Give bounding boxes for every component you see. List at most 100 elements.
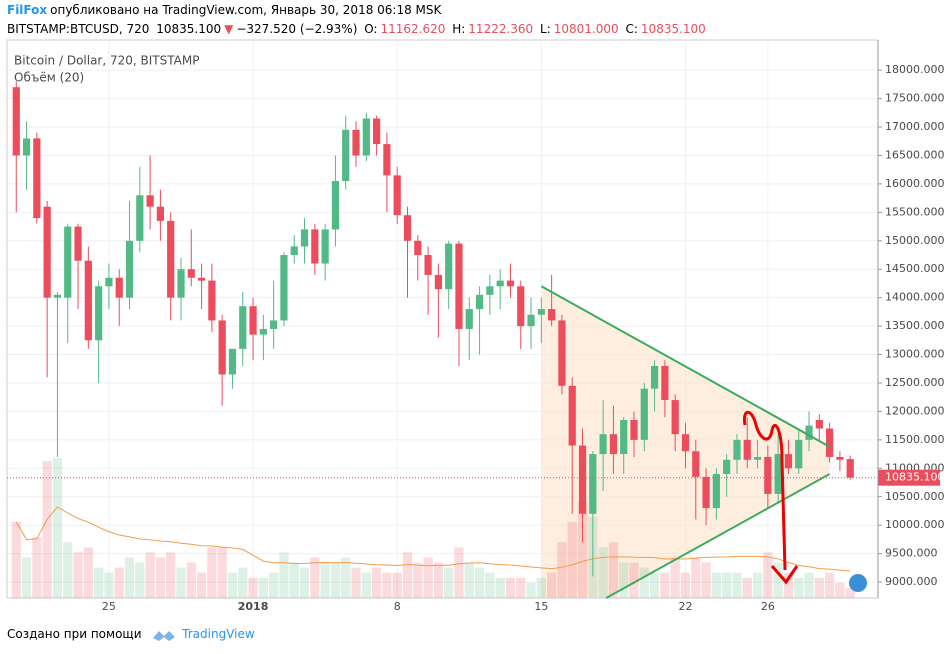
volume-bar bbox=[351, 567, 361, 598]
candle-body bbox=[774, 454, 782, 494]
volume-bar bbox=[423, 557, 433, 598]
volume-bar bbox=[289, 562, 299, 598]
y-tick-label: 10000.000 bbox=[885, 518, 945, 531]
candle-body bbox=[815, 419, 823, 429]
volume-bar bbox=[567, 521, 577, 598]
candle-body bbox=[403, 215, 412, 241]
volume-bar bbox=[63, 542, 73, 598]
candle-body bbox=[12, 87, 20, 156]
volume-bar bbox=[155, 557, 166, 598]
volume-bar bbox=[299, 567, 310, 598]
candle-body bbox=[445, 243, 453, 290]
volume-bar bbox=[577, 501, 588, 598]
volume-bar bbox=[783, 572, 794, 598]
candle-body bbox=[362, 118, 370, 156]
candle-body bbox=[578, 445, 587, 514]
high: 11222.360 bbox=[468, 22, 534, 36]
candle-body bbox=[836, 456, 844, 460]
volume-title: Объём (20) bbox=[14, 71, 84, 85]
hand-arrow bbox=[742, 410, 799, 585]
volume-bar bbox=[526, 582, 536, 598]
candle-body bbox=[352, 129, 360, 156]
close: 10835.100 bbox=[640, 22, 706, 36]
open: 11162.620 bbox=[380, 22, 446, 36]
y-tick-label: 11500.000 bbox=[885, 433, 945, 446]
volume-bar bbox=[763, 552, 773, 598]
volume-bar bbox=[639, 567, 649, 598]
volume-bar bbox=[433, 562, 444, 598]
volume-bar bbox=[73, 552, 83, 598]
published: опубликовано на TradingView.com, Январь … bbox=[50, 3, 442, 17]
low: 10801.000 bbox=[553, 22, 619, 36]
y-tick-label: 13000.000 bbox=[885, 348, 945, 361]
candle-body bbox=[712, 474, 720, 509]
volume-bar bbox=[814, 577, 824, 598]
y-tick-label: 17000.000 bbox=[885, 120, 945, 133]
y-tick-label: 14000.000 bbox=[885, 291, 945, 304]
volume-bar bbox=[732, 572, 742, 598]
candle-body bbox=[290, 246, 298, 256]
volume-bar bbox=[752, 572, 763, 598]
candle-body bbox=[64, 226, 72, 298]
volume-bar bbox=[691, 557, 701, 598]
candle-body bbox=[125, 240, 134, 298]
candle-body bbox=[764, 456, 772, 494]
footer: Создано при помощи TradingView bbox=[7, 627, 258, 642]
candle-body bbox=[43, 206, 51, 298]
volume-bar bbox=[516, 577, 526, 598]
candle-body bbox=[95, 286, 103, 341]
candle-body bbox=[558, 320, 566, 386]
volume-bar bbox=[207, 547, 217, 598]
candle-body bbox=[136, 195, 144, 241]
candle-body bbox=[115, 277, 123, 298]
volume-bar bbox=[269, 572, 279, 598]
volume-bar bbox=[794, 577, 804, 598]
volume-bar bbox=[835, 582, 845, 598]
brand[interactable]: TradingView bbox=[182, 627, 255, 641]
volume-bar bbox=[608, 542, 619, 598]
volume-bar bbox=[310, 557, 320, 598]
candle-body bbox=[465, 309, 473, 329]
y-tick-label: 13500.000 bbox=[885, 319, 945, 332]
logo-badge[interactable] bbox=[849, 574, 867, 592]
candle-body bbox=[692, 451, 700, 477]
candle-body bbox=[609, 434, 618, 455]
volume-bar bbox=[474, 567, 485, 598]
candle-body bbox=[599, 434, 607, 455]
y-tick-label: 9000.000 bbox=[885, 575, 938, 588]
o-label: O: bbox=[364, 22, 378, 36]
y-tick-label: 12500.000 bbox=[885, 376, 945, 389]
volume-bar bbox=[52, 458, 63, 598]
volume-bar bbox=[227, 572, 238, 598]
candle-body bbox=[846, 459, 854, 478]
volume-bar bbox=[722, 572, 732, 598]
candle-body bbox=[342, 129, 350, 182]
volume-bar bbox=[104, 572, 114, 598]
candle-body bbox=[373, 118, 381, 145]
volume-bar bbox=[392, 572, 402, 598]
candle-body bbox=[22, 138, 31, 156]
volume-bar bbox=[166, 552, 176, 598]
volume-bar bbox=[505, 577, 516, 598]
c-label: C: bbox=[625, 22, 638, 36]
candle-body bbox=[681, 434, 690, 452]
change: −327.520 (−2.93%) bbox=[236, 22, 358, 36]
y-tick-label: 15500.000 bbox=[885, 205, 945, 218]
x-tick-label: 2018 bbox=[238, 600, 269, 613]
volume-bar bbox=[773, 562, 783, 598]
candle-body bbox=[805, 425, 813, 440]
candle-body bbox=[589, 454, 597, 514]
candle-body bbox=[228, 348, 237, 375]
candle-body bbox=[795, 439, 803, 469]
volume-ma bbox=[15, 506, 851, 572]
volume-bar bbox=[258, 577, 268, 598]
x-tick-label: 8 bbox=[394, 600, 401, 613]
author[interactable]: FilFox bbox=[7, 3, 48, 17]
x-tick-label: 26 bbox=[761, 600, 775, 613]
candle-body bbox=[414, 240, 422, 256]
y-tick-label: 14500.000 bbox=[885, 262, 945, 275]
candle-body bbox=[826, 428, 834, 457]
volume-bar bbox=[21, 557, 32, 598]
volume-bar bbox=[32, 537, 42, 598]
